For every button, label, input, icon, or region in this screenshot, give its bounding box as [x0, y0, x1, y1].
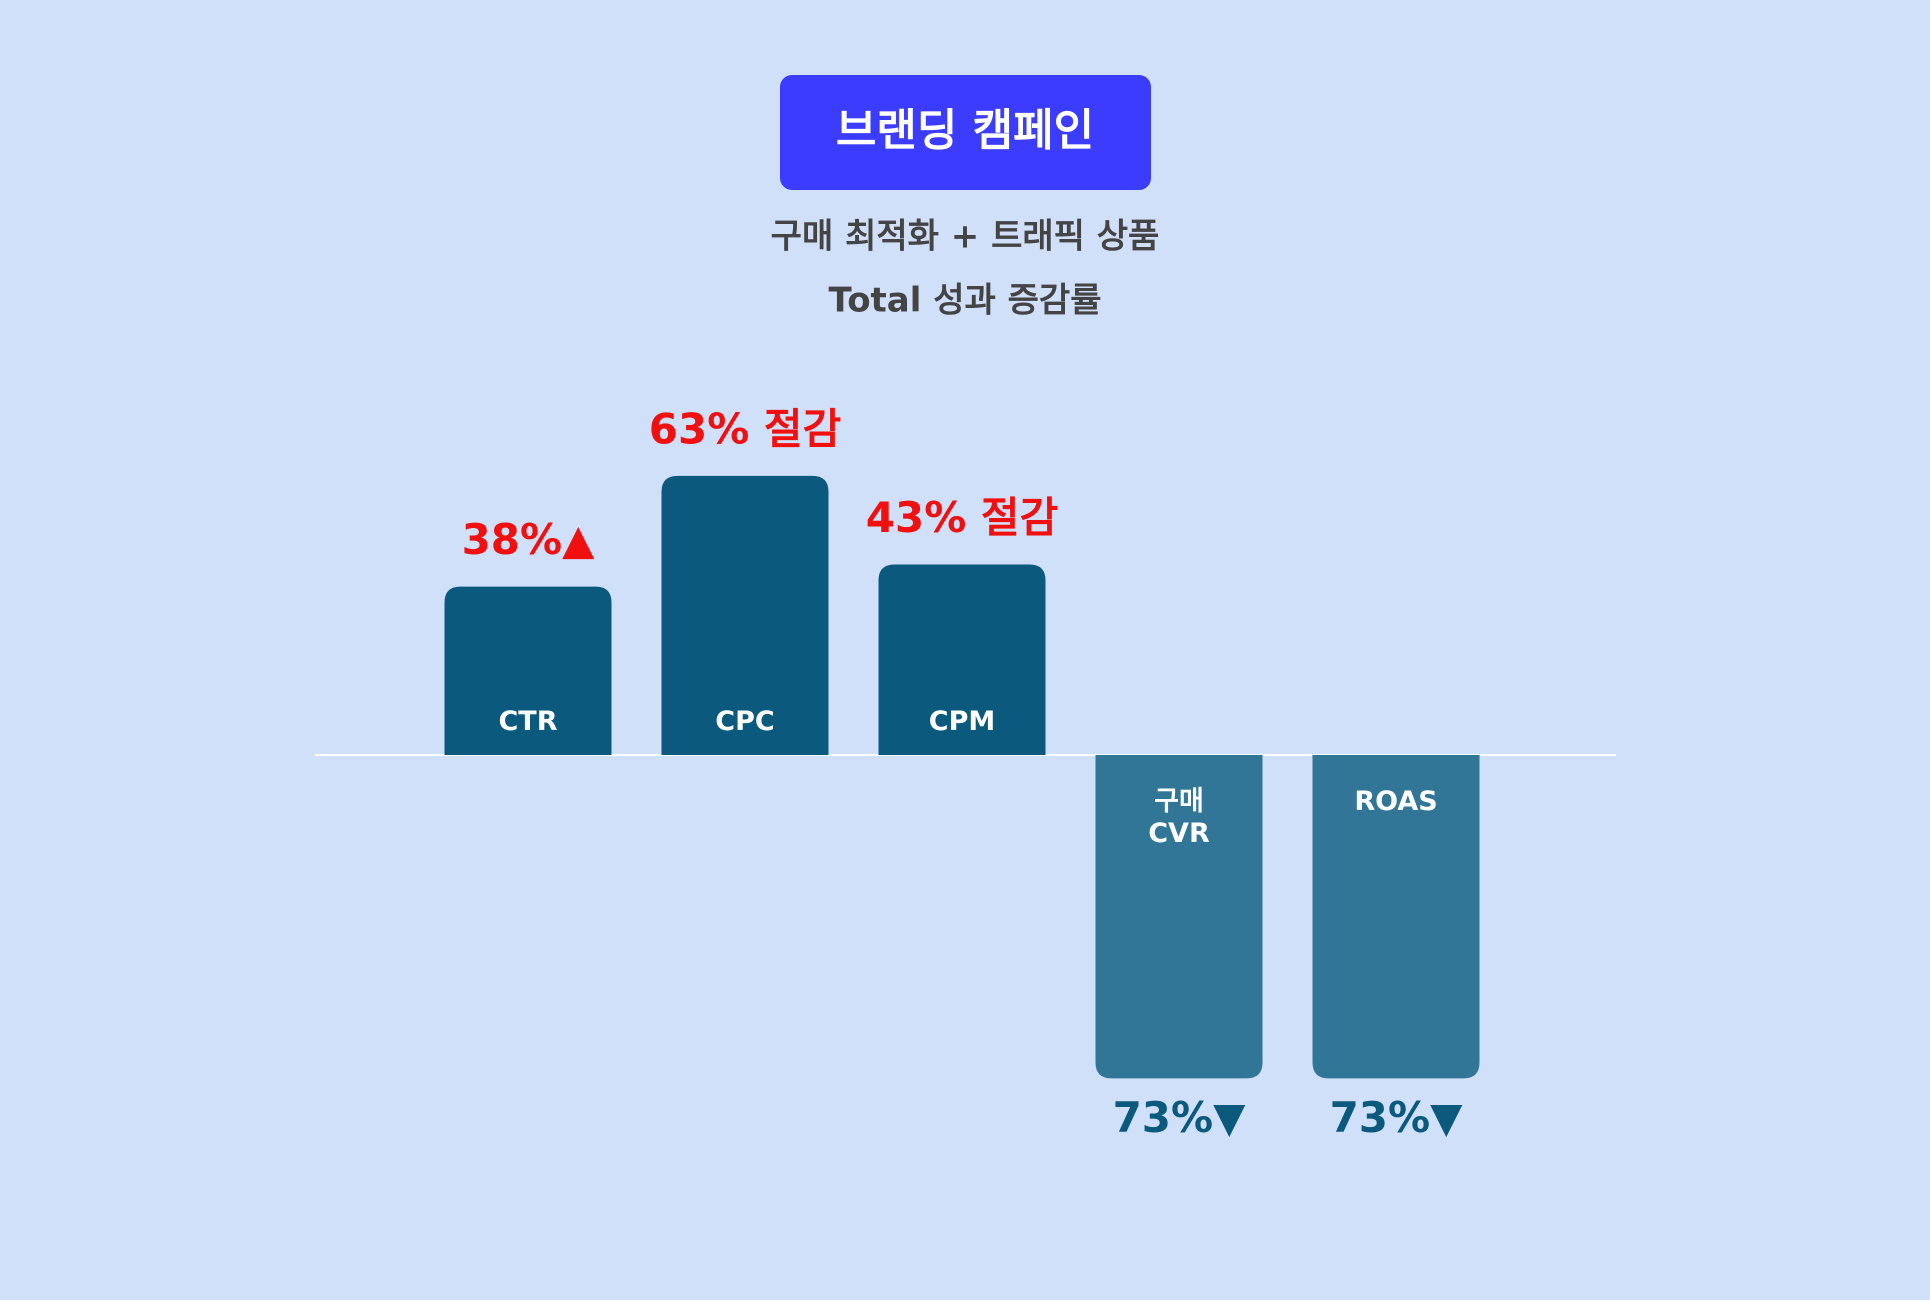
value-label: 73%▼	[1113, 1093, 1247, 1142]
value-label: 63% 절감	[649, 404, 841, 453]
chart-title: 브랜딩 캠페인	[836, 105, 1094, 156]
bar	[1095, 755, 1263, 1079]
bar	[444, 586, 612, 755]
category-label: ROAS	[1354, 786, 1437, 817]
title-box	[780, 75, 1151, 190]
category-label: CTR	[498, 706, 557, 737]
category-label: CPM	[929, 706, 995, 737]
bar	[661, 475, 829, 755]
value-label: 38%▲	[462, 515, 596, 564]
subtitle: 구매 최적화 + 트래픽 상품	[771, 217, 1160, 257]
bar	[878, 564, 1046, 755]
value-label: 73%▼	[1330, 1093, 1464, 1142]
category-label: CPC	[715, 706, 774, 737]
category-label: 구매 CVR	[1148, 786, 1210, 849]
bar	[1312, 755, 1480, 1079]
value-label: 43% 절감	[866, 493, 1058, 542]
subtitle: Total 성과 증감률	[829, 281, 1102, 321]
